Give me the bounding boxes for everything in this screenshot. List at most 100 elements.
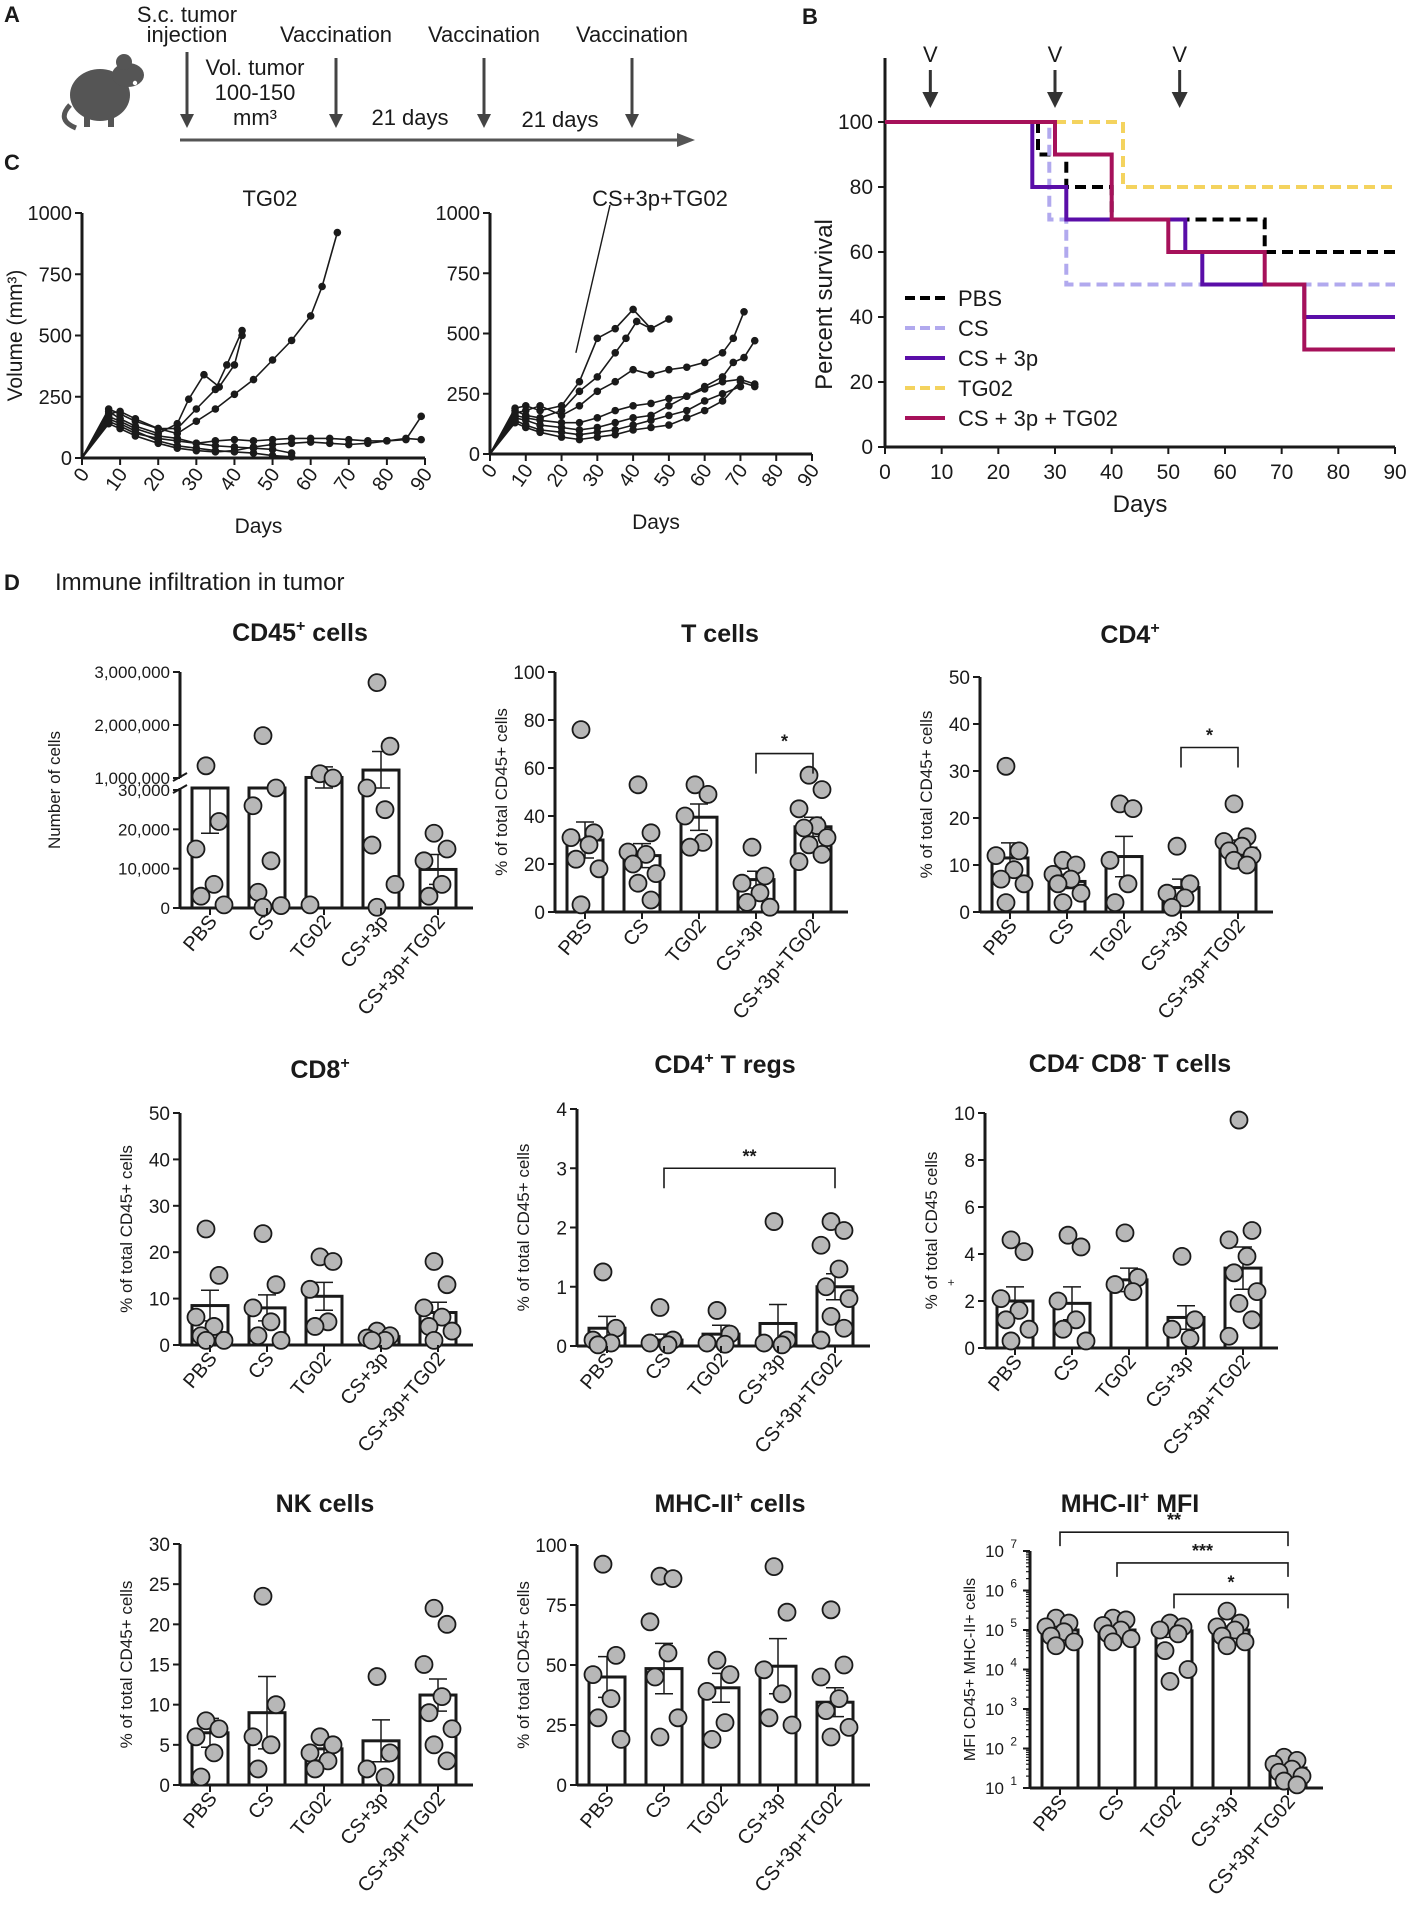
growth-point (736, 377, 745, 386)
data-point (589, 859, 609, 879)
growth-point (632, 317, 641, 326)
y-tick-label: 100 (838, 111, 873, 134)
y-tick-label: 0 (534, 903, 545, 924)
x-tick-label: 40 (216, 464, 247, 495)
data-point (191, 886, 211, 906)
data-point (1155, 1641, 1175, 1661)
y-tick-label: 20 (949, 809, 970, 830)
category-label: CS+3p (711, 915, 768, 976)
growth-point (511, 418, 519, 427)
data-point (196, 1330, 216, 1350)
y-axis-label: MFI CD45+ MHC-II+ cells (962, 1578, 979, 1761)
y-tick-label: 10 (149, 1290, 170, 1311)
y-axis-label: % of total CD45+ cells (514, 1144, 533, 1312)
bar (1211, 1628, 1251, 1790)
y-tick-label: 60 (524, 759, 545, 780)
data-point (794, 818, 814, 838)
data-point (1235, 1632, 1255, 1652)
data-point (812, 780, 832, 799)
significance-label: * (781, 732, 788, 752)
x-tick-label: 10 (507, 460, 538, 491)
data-point (628, 775, 648, 795)
legend-label: CS (958, 316, 989, 341)
x-tick-label: 90 (406, 464, 437, 495)
growth-point (682, 406, 691, 415)
data-point (432, 875, 452, 894)
data-point (362, 835, 382, 855)
data-point (419, 886, 439, 906)
data-point (209, 1719, 229, 1739)
data-point (191, 1767, 211, 1787)
bar-chart-title: MHC-II+ MFI (1061, 1489, 1200, 1518)
data-point (760, 897, 780, 917)
data-point (437, 1751, 457, 1771)
data-point (811, 1235, 831, 1255)
bar-chart-d8: 0 25 50 75 100 % of total CD45+ cells MHC-II+ … (514, 1489, 870, 1897)
data-point (1172, 1246, 1192, 1266)
data-point (697, 1333, 717, 1353)
y-tick-exponent: 6 (1010, 1577, 1017, 1591)
growth-point (268, 440, 277, 449)
growth-point (230, 446, 239, 455)
growth-point (521, 406, 530, 415)
data-point (414, 1655, 434, 1674)
category-label: TG02 (1087, 915, 1136, 967)
data-point (698, 785, 718, 804)
growth-point (729, 358, 738, 367)
growth-point (718, 377, 727, 386)
bar-chart-title: CD4+ (1100, 620, 1159, 649)
growth-point (116, 407, 124, 416)
x-tick-label: 70 (1270, 461, 1293, 484)
panel-label-a: A (4, 2, 20, 27)
y-axis-label: % of total CD45+ cells (514, 1581, 533, 1749)
data-point (1014, 1242, 1034, 1262)
data-point (300, 1279, 320, 1299)
data-point (601, 1689, 621, 1708)
bar (1040, 1628, 1080, 1790)
data-point (772, 1335, 792, 1355)
growth-point (629, 305, 637, 314)
growth-point (116, 424, 124, 433)
data-point (1076, 1331, 1096, 1351)
growth-point (665, 365, 673, 374)
category-label: PBS (576, 1788, 619, 1833)
category-label: PBS (984, 1351, 1027, 1396)
y-tick-label: 20 (149, 1243, 170, 1264)
vaccination-marker: V (923, 42, 938, 67)
data-point (424, 1330, 444, 1350)
data-point (437, 1614, 457, 1634)
growth-point (192, 417, 201, 426)
data-point (367, 673, 387, 692)
y-axis-label: % of total CD45+ cells (117, 1145, 136, 1313)
data-point (636, 845, 656, 864)
growth-point (647, 324, 655, 333)
x-tick-label: 60 (686, 460, 717, 491)
data-point (357, 778, 377, 798)
data-point (750, 883, 770, 903)
growth-point (665, 411, 673, 420)
data-point (571, 895, 591, 915)
x-tick-label: 30 (1043, 461, 1066, 484)
data-point (593, 1554, 613, 1574)
growth-point (325, 439, 334, 448)
legend-label: CS + 3p (958, 346, 1038, 371)
x-tick-label: 50 (254, 464, 285, 495)
vaccination-arrowhead (1047, 92, 1063, 108)
y-tick-exponent: 2 (1010, 1735, 1017, 1749)
data-point (764, 1212, 784, 1231)
growth-point (665, 421, 673, 429)
data-point (680, 837, 700, 857)
y-tick-label: 20,000 (118, 820, 170, 839)
y-axis-label: % of total CD45+ cells (917, 711, 936, 879)
data-point (323, 1735, 343, 1755)
timeline-event-arrowhead (477, 114, 491, 128)
data-point (1071, 1237, 1091, 1257)
data-point (755, 866, 775, 886)
y-tick-label: 8 (964, 1151, 975, 1172)
bar (679, 815, 719, 914)
data-point (821, 1212, 841, 1231)
timeline-event-label: injection (147, 22, 228, 47)
y-tick-label: 30 (149, 1535, 170, 1556)
growth-point (718, 397, 727, 405)
growth-point (333, 228, 342, 237)
